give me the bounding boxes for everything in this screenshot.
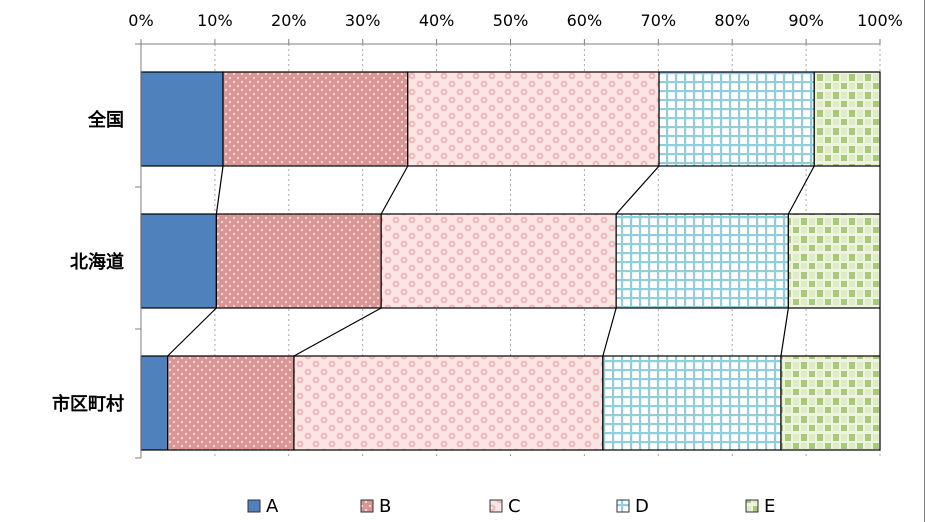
x-tick-label: 80% — [714, 11, 750, 30]
bar-segment-b — [222, 71, 409, 167]
x-tick-label: 60% — [567, 11, 603, 30]
legend-swatch — [360, 499, 374, 513]
legend-label: A — [266, 496, 279, 517]
legend-swatch — [745, 499, 759, 513]
bar-segment-e — [813, 71, 881, 167]
x-tick-label: 20% — [271, 11, 307, 30]
legend-label: E — [764, 496, 775, 517]
series-connector-line — [167, 307, 217, 357]
bar-segment-a — [140, 213, 217, 309]
bar-segment-d — [658, 71, 815, 167]
x-tick-label: 70% — [641, 11, 677, 30]
bar-segment-d — [615, 213, 789, 309]
legend-swatch — [616, 499, 630, 513]
legend-label: C — [508, 496, 521, 517]
bar-segment-c — [380, 213, 617, 309]
x-tick-label: 0% — [128, 11, 153, 30]
x-tick-label: 40% — [419, 11, 455, 30]
category-label: 市区町村 — [52, 393, 124, 415]
legend-swatch — [247, 499, 261, 513]
category-label: 全国 — [87, 109, 124, 131]
series-connector-line — [293, 307, 382, 357]
series-connector-line — [615, 165, 660, 215]
bar-segment-e — [780, 355, 881, 451]
x-tick-label: 90% — [788, 11, 824, 30]
bar-segment-b — [167, 355, 295, 451]
x-tick-label: 30% — [345, 11, 381, 30]
x-tick-label: 10% — [197, 11, 233, 30]
legend-item-e: E — [745, 496, 775, 517]
series-connector-line — [215, 165, 224, 215]
bar-segment-a — [140, 355, 169, 451]
legend-item-b: B — [360, 496, 391, 517]
series-connector-line — [787, 165, 815, 215]
legend-swatch — [489, 499, 503, 513]
legend-label: B — [379, 496, 391, 517]
legend-item-a: A — [247, 496, 279, 517]
bar-segment-a — [140, 71, 224, 167]
category-label: 北海道 — [70, 251, 124, 273]
bar-segment-b — [215, 213, 382, 309]
legend-item-c: C — [489, 496, 521, 517]
legend-item-d: D — [616, 496, 649, 517]
legend-label: D — [635, 496, 649, 517]
series-connector-line — [780, 307, 789, 357]
x-tick-label: 50% — [493, 11, 529, 30]
bar-segment-c — [293, 355, 604, 451]
bar-segment-d — [602, 355, 782, 451]
bar-segment-c — [407, 71, 660, 167]
series-connector-line — [602, 307, 617, 357]
series-connector-line — [380, 165, 409, 215]
bar-segment-e — [787, 213, 881, 309]
x-tick-label: 100% — [857, 11, 903, 30]
